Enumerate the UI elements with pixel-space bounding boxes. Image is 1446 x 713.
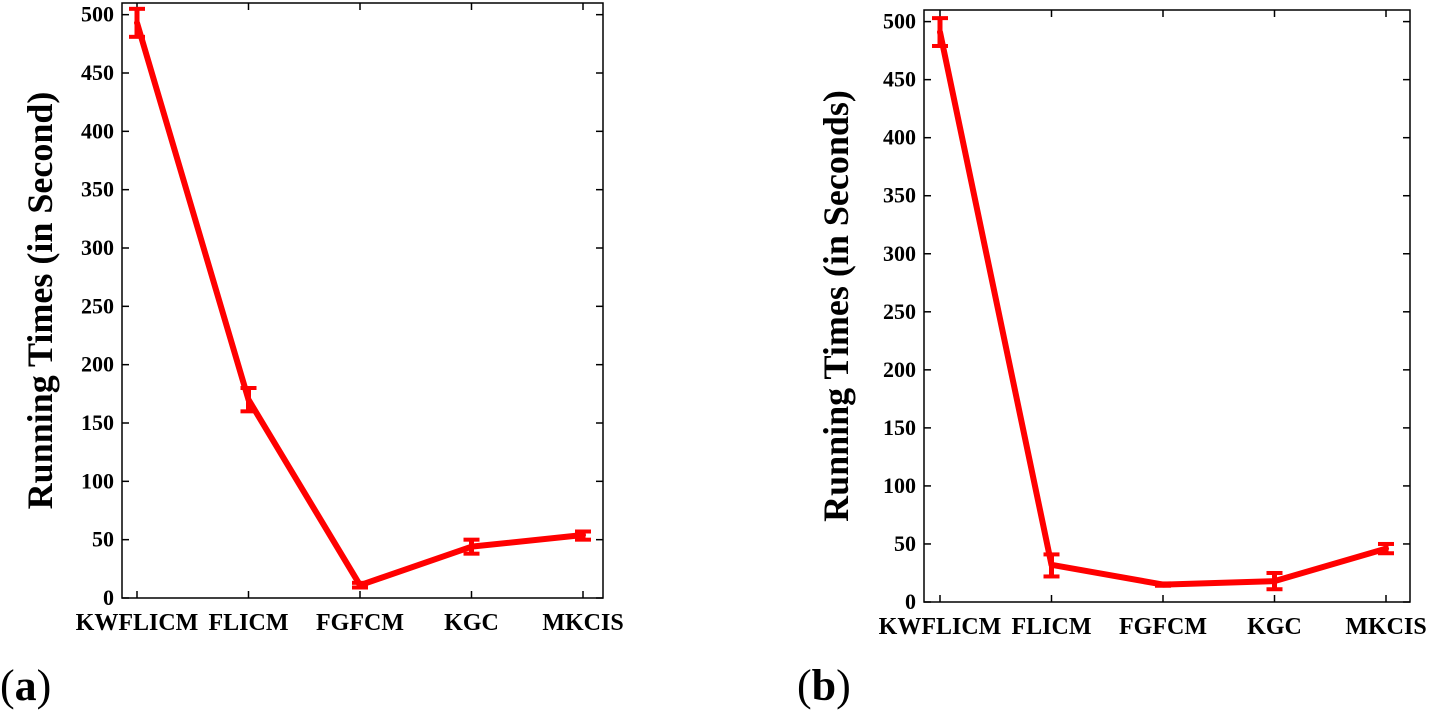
x-tick-label: KWFLICM [879, 614, 1002, 640]
axes-frame [121, 2, 604, 599]
y-tick-label: 150 [883, 415, 916, 440]
x-tick-label: FLICM [209, 610, 289, 636]
y-tick-label: 0 [905, 589, 916, 614]
y-axis-label: Running Times (in Second) [20, 92, 60, 510]
y-tick-label: 100 [883, 473, 916, 498]
y-tick-label: 300 [81, 235, 114, 260]
y-tick-label: 450 [81, 60, 114, 85]
y-tick-label: 100 [81, 468, 114, 493]
y-axis-label: Running Times (in Seconds) [816, 90, 856, 522]
y-tick-label: 350 [81, 177, 114, 202]
y-tick-label: 300 [883, 241, 916, 266]
chart-panel-a: 0 50 100 150 200 250 300 350 400 450 500 KWFLICM FLI… [0, 2, 624, 710]
y-tick-label: 50 [92, 527, 114, 552]
x-tick-label: FLICM [1012, 614, 1092, 640]
y-tick-label: 250 [883, 299, 916, 324]
y-tick-label: 150 [81, 410, 114, 435]
panel-label: (b) [797, 661, 851, 710]
y-tick-label: 50 [894, 531, 916, 556]
y-tick-label: 450 [883, 67, 916, 92]
y-tick-label: 0 [103, 585, 114, 610]
x-tick-label: FGFCM [316, 610, 404, 636]
axes-frame [923, 9, 1411, 603]
x-tick-label: MKCIS [1345, 614, 1426, 640]
x-tick-label: FGFCM [1119, 614, 1207, 640]
y-tick-label: 250 [81, 293, 114, 318]
y-tick-label: 400 [81, 118, 114, 143]
series-line [134, 19, 586, 589]
y-tick-label: 500 [883, 9, 916, 34]
y-tick-label: 500 [81, 2, 114, 27]
x-tick-label: KGC [444, 610, 499, 636]
y-tick-label: 200 [883, 357, 916, 382]
x-tick-label: KWFLICM [76, 610, 199, 636]
panel-label: (a) [0, 661, 51, 710]
series-line [937, 29, 1389, 588]
x-tick-label: KGC [1247, 614, 1302, 640]
chart-panel-b: 0 50 100 150 200 250 300 350 400 450 500 KWFLICM FLI… [797, 9, 1427, 710]
y-tick-label: 200 [81, 352, 114, 377]
y-tick-label: 350 [883, 183, 916, 208]
x-tick-label: MKCIS [542, 610, 623, 636]
y-tick-label: 400 [883, 125, 916, 150]
